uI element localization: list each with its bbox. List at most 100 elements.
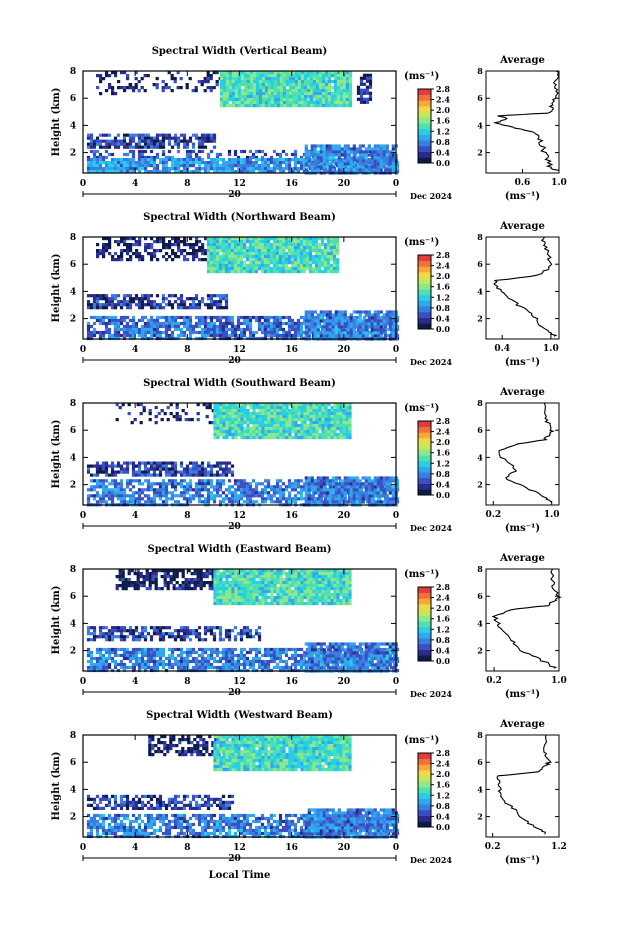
heatmap-cell (195, 240, 199, 244)
heatmap-cell (237, 433, 241, 437)
heatmap-cell (370, 316, 374, 320)
heatmap-cell (324, 80, 329, 84)
heatmap-cell (167, 155, 172, 160)
heatmap-cell (131, 158, 136, 162)
heatmap-cell (327, 86, 332, 90)
heatmap-cell (257, 167, 262, 171)
heatmap-cell (240, 71, 245, 75)
heatmap-cell (197, 467, 202, 471)
heatmap-cell (348, 89, 353, 93)
heatmap-cell (340, 331, 344, 335)
heatmap-cell (306, 83, 311, 87)
heatmap-cell (89, 488, 94, 492)
heatmap-cell (254, 264, 259, 268)
heatmap-cell (329, 491, 334, 495)
heatmap-cell (209, 252, 214, 256)
heatmap-cell (197, 170, 202, 174)
y-tick-label: 8 (70, 67, 76, 77)
heatmap-cell (270, 80, 275, 84)
heatmap-cell (325, 165, 329, 169)
heatmap-cell (339, 92, 344, 96)
colorbar-swatch (418, 306, 431, 313)
heatmap-cell (225, 433, 229, 437)
heatmap-cell (331, 165, 335, 169)
heatmap-cell (230, 255, 235, 259)
heatmap-cell (348, 430, 352, 434)
heatmap-cell (140, 324, 145, 329)
heatmap-cell (343, 319, 347, 323)
heatmap-cell (101, 497, 106, 501)
heatmap-cell (243, 80, 248, 84)
heatmap-cell (352, 162, 356, 166)
heatmap-cell (182, 321, 187, 326)
heatmap-cell (309, 412, 313, 416)
heatmap-cell (228, 92, 233, 96)
heatmap-cell (260, 155, 265, 160)
heatmap-cell (101, 297, 106, 301)
heatmap-cell (155, 155, 160, 160)
heatmap-cell (341, 158, 346, 162)
heatmap-cell (212, 264, 217, 268)
heatmap-cell (233, 152, 238, 157)
heatmap-cell (215, 470, 220, 474)
heatmap-cell (246, 412, 250, 416)
heatmap-cell (236, 240, 241, 244)
heatmap-cell (161, 464, 166, 468)
heatmap-cell (107, 318, 112, 323)
heatmap-cell (293, 249, 298, 253)
heatmap-cell (261, 427, 265, 431)
heatmap-cell (329, 246, 334, 250)
heatmap-cell (272, 488, 277, 492)
heatmap-cell (195, 255, 199, 259)
heatmap-cell (327, 95, 332, 99)
average-unit: (ms⁻¹) (505, 357, 540, 368)
heatmap-cell (98, 485, 103, 489)
heatmap-cell (236, 264, 241, 268)
heatmap-cell (281, 170, 286, 174)
heatmap-cell (182, 136, 187, 140)
heatmap-cell (197, 464, 202, 468)
heatmap-cell (134, 77, 138, 81)
heatmap-cell (203, 333, 208, 338)
heatmap-cell (104, 149, 109, 154)
heatmap-cell (322, 328, 326, 332)
heatmap-cell (330, 406, 334, 410)
heatmap-cell (342, 427, 346, 431)
heatmap-cell (345, 98, 350, 102)
heatmap-cell (248, 252, 253, 256)
heatmap-cell (209, 482, 214, 486)
heatmap-cell (254, 164, 259, 168)
heatmap-cell (296, 333, 301, 338)
heatmap-cell (191, 324, 196, 329)
heatmap-cell (243, 409, 247, 413)
heatmap-cell (156, 258, 160, 262)
heatmap-cell (113, 294, 118, 298)
heatmap-cell (333, 101, 338, 105)
heatmap-cell (331, 322, 335, 326)
heatmap-cell (251, 246, 256, 250)
heatmap-cell (272, 246, 277, 250)
heatmap-cell (140, 155, 145, 160)
heatmap-cell (107, 161, 112, 165)
heatmap-cell (287, 249, 292, 253)
heatmap-cell (290, 243, 295, 247)
heatmap-cell (240, 77, 245, 81)
heatmap-cell (152, 491, 157, 495)
heatmap-cell (272, 315, 277, 320)
heatmap-cell (279, 421, 283, 425)
heatmap-cell (299, 240, 304, 244)
heatmap-cell (385, 310, 389, 314)
heatmap-cell (179, 170, 184, 174)
x-tick-label: 8 (184, 345, 190, 355)
heatmap-cell (288, 433, 292, 437)
heatmap-cell (370, 328, 374, 332)
colorbar-swatch (418, 323, 431, 330)
heatmap-cell (330, 80, 335, 84)
heatmap-cell (287, 485, 292, 489)
heatmap-cell (215, 318, 220, 323)
heatmap-cell (242, 164, 247, 168)
heatmap-cell (246, 86, 251, 90)
heatmap-cell (125, 161, 130, 165)
heatmap-cell (182, 324, 187, 329)
heatmap-cell (86, 470, 91, 474)
